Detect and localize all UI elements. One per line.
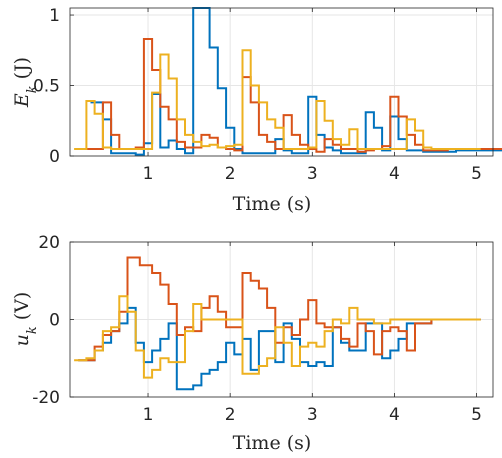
energy-plot-y-tick-label: 1 bbox=[49, 6, 60, 26]
voltage-plot-y-tick-label: 20 bbox=[38, 233, 60, 253]
voltage-plot-y-tick-label: -20 bbox=[32, 388, 60, 408]
voltage-plot-series bbox=[74, 256, 481, 391]
energy-plot-x-tick-label: 2 bbox=[225, 164, 236, 184]
energy-plot-frame bbox=[69, 7, 494, 157]
energy-plot-x-ticks: 1 2 3 4 5 bbox=[143, 8, 482, 184]
voltage-plot-series-3-line bbox=[74, 295, 481, 379]
voltage-plot-y-axis-label: uk(V) bbox=[11, 292, 40, 347]
voltage-plot-x-axis-label: Time (s) bbox=[233, 432, 312, 454]
energy-plot-y-tick-label: 0 bbox=[49, 147, 60, 167]
energy-plot-x-tick-label: 3 bbox=[307, 164, 318, 184]
energy-plot-y-ticks: 00.51 bbox=[33, 6, 74, 167]
energy-plot-x-tick-label: 1 bbox=[143, 164, 154, 184]
energy-plot-x-tick-label: 4 bbox=[389, 164, 400, 184]
voltage-plot-series-2-line bbox=[78, 256, 481, 362]
voltage-plot-x-ticks: 1 2 3 4 5 bbox=[143, 242, 482, 425]
voltage-plot-x-tick-label: 3 bbox=[307, 405, 318, 425]
energy-plot-grid bbox=[70, 8, 493, 157]
voltage-plot: 1 2 3 4 5 -20 0 20 Time (s) uk(V) bbox=[11, 233, 494, 454]
energy-plot-x-tick-label: 5 bbox=[471, 164, 482, 184]
voltage-plot-y-ticks: -20 0 20 bbox=[32, 233, 74, 408]
voltage-plot-y-tick-label: 0 bbox=[49, 311, 60, 331]
energy-plot-series-2-line bbox=[86, 38, 502, 153]
voltage-plot-x-tick-label: 1 bbox=[143, 405, 154, 425]
energy-plot-x-axis-label: Time (s) bbox=[233, 193, 312, 215]
voltage-plot-x-tick-label: 2 bbox=[225, 405, 236, 425]
energy-plot-series bbox=[74, 7, 502, 156]
voltage-plot-x-tick-label: 5 bbox=[471, 405, 482, 425]
energy-plot-y-axis-label: Ek(J) bbox=[11, 57, 40, 108]
voltage-plot-x-tick-label: 4 bbox=[389, 405, 400, 425]
energy-plot-y-tick-label: 0.5 bbox=[33, 77, 60, 97]
energy-plot-series-1-line bbox=[90, 7, 502, 156]
energy-plot-series-3-line bbox=[74, 49, 481, 150]
